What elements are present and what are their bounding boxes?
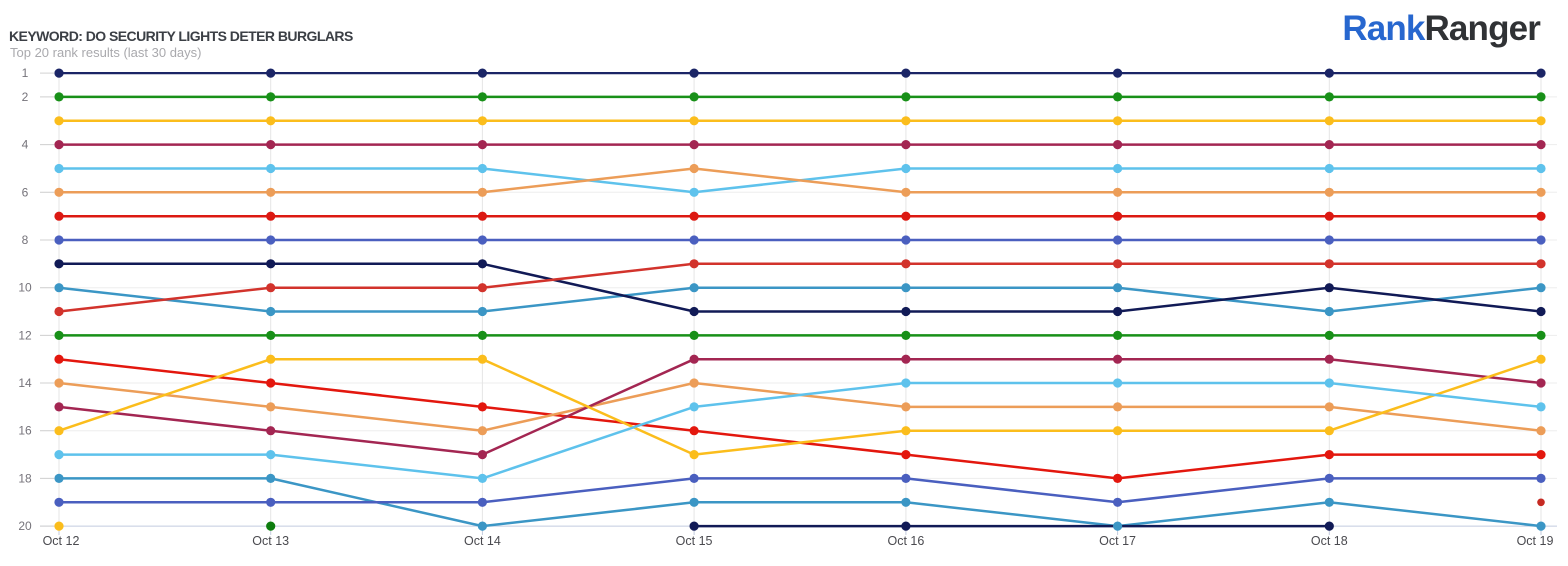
svg-text:2: 2	[22, 90, 29, 104]
svg-text:10: 10	[18, 281, 32, 295]
svg-text:Oct 17: Oct 17	[1099, 534, 1136, 548]
svg-text:Oct 19: Oct 19	[1517, 534, 1554, 548]
svg-text:14: 14	[18, 376, 32, 390]
svg-text:Oct 18: Oct 18	[1311, 534, 1348, 548]
svg-text:4: 4	[22, 138, 29, 152]
svg-text:18: 18	[18, 471, 32, 485]
svg-text:20: 20	[18, 519, 32, 533]
svg-text:Oct 16: Oct 16	[887, 534, 924, 548]
svg-text:Oct 14: Oct 14	[464, 534, 501, 548]
svg-text:1: 1	[22, 66, 29, 80]
svg-text:Oct 15: Oct 15	[676, 534, 713, 548]
svg-text:16: 16	[18, 424, 32, 438]
svg-text:8: 8	[22, 233, 29, 247]
svg-text:6: 6	[22, 185, 29, 199]
svg-text:12: 12	[18, 328, 32, 342]
svg-text:Oct 12: Oct 12	[43, 534, 80, 548]
svg-text:Oct 13: Oct 13	[252, 534, 289, 548]
